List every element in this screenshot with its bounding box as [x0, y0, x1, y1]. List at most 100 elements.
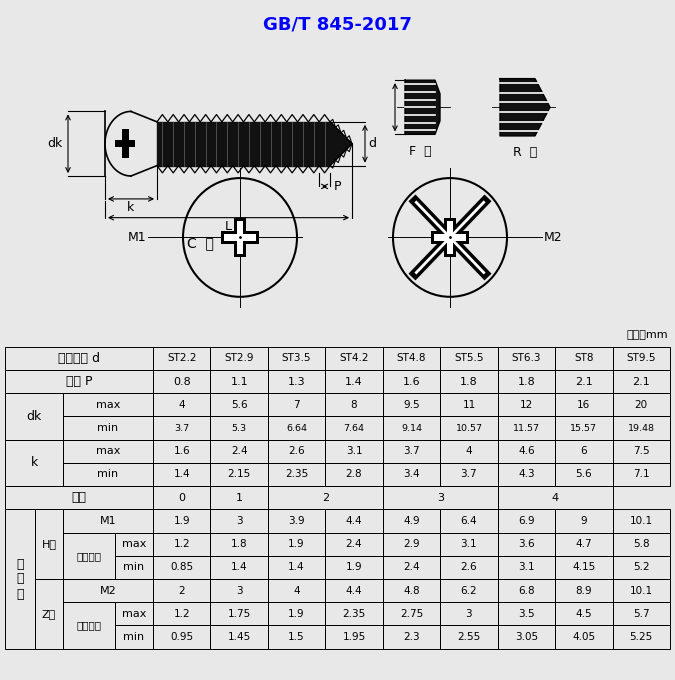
Bar [5, 509, 35, 649]
Bar [268, 602, 325, 626]
Bar [63, 440, 153, 463]
Text: dk: dk [48, 137, 63, 150]
Polygon shape [237, 221, 243, 254]
Polygon shape [434, 235, 466, 241]
Bar [497, 626, 555, 649]
Text: 2.6: 2.6 [460, 562, 477, 573]
Text: max: max [96, 446, 120, 456]
Text: ST4.8: ST4.8 [397, 354, 426, 363]
Text: 1.9: 1.9 [346, 562, 362, 573]
Bar [5, 439, 63, 486]
Text: Z型: Z型 [42, 609, 56, 619]
Text: 3: 3 [466, 609, 472, 619]
Polygon shape [224, 235, 256, 241]
Text: 4.9: 4.9 [403, 516, 420, 526]
Bar [555, 579, 612, 602]
Bar [211, 347, 268, 370]
Text: 5.2: 5.2 [633, 562, 649, 573]
Bar [497, 579, 555, 602]
Polygon shape [405, 80, 440, 135]
Bar [383, 509, 440, 532]
Bar [497, 463, 555, 486]
Bar [383, 347, 440, 370]
Polygon shape [221, 231, 259, 243]
Bar [555, 532, 612, 556]
Text: 十
字
槽: 十 字 槽 [16, 558, 24, 600]
Text: 4.6: 4.6 [518, 446, 535, 456]
Text: 16: 16 [577, 400, 591, 410]
Text: 4.15: 4.15 [572, 562, 595, 573]
Bar [440, 440, 497, 463]
Bar [383, 532, 440, 556]
Text: 2.1: 2.1 [575, 377, 593, 386]
Bar [211, 463, 268, 486]
Bar [63, 393, 153, 416]
Bar [325, 440, 383, 463]
Bar [440, 370, 497, 393]
Text: 1: 1 [236, 493, 243, 503]
Bar [268, 416, 325, 440]
Bar [211, 509, 268, 532]
Polygon shape [330, 122, 352, 166]
Text: 1.4: 1.4 [345, 377, 363, 386]
Text: min: min [97, 423, 119, 433]
Text: max: max [122, 609, 146, 619]
Bar [211, 532, 268, 556]
Bar [153, 509, 211, 532]
Bar [440, 579, 497, 602]
Text: 1.5: 1.5 [288, 632, 305, 642]
Bar [555, 509, 612, 532]
Text: min: min [97, 469, 119, 479]
Bar [63, 416, 153, 440]
Text: ST6.3: ST6.3 [512, 354, 541, 363]
Bar [35, 509, 63, 579]
Text: 6.64: 6.64 [286, 424, 307, 432]
Bar [497, 347, 555, 370]
Text: 4: 4 [551, 493, 559, 503]
Text: 1.75: 1.75 [227, 609, 251, 619]
Text: 5.8: 5.8 [633, 539, 649, 549]
Polygon shape [234, 218, 246, 257]
Text: M1: M1 [100, 516, 116, 526]
Text: 4.8: 4.8 [403, 585, 420, 596]
Text: 12: 12 [520, 400, 533, 410]
Bar [555, 370, 612, 393]
Bar [612, 532, 670, 556]
Text: 15.57: 15.57 [570, 424, 597, 432]
Bar [153, 463, 211, 486]
Bar [325, 509, 383, 532]
Bar [268, 532, 325, 556]
Text: 2.8: 2.8 [346, 469, 362, 479]
Text: 1.4: 1.4 [231, 562, 248, 573]
Polygon shape [157, 122, 330, 166]
Text: 公称直径 d: 公称直径 d [58, 352, 100, 364]
Bar [440, 626, 497, 649]
Bar [268, 486, 383, 509]
Text: 3: 3 [236, 585, 242, 596]
Bar [383, 463, 440, 486]
Bar [612, 463, 670, 486]
Text: ST9.5: ST9.5 [626, 354, 656, 363]
Text: 3.7: 3.7 [403, 446, 420, 456]
Bar [268, 393, 325, 416]
Text: ST3.5: ST3.5 [282, 354, 311, 363]
Bar [440, 556, 497, 579]
Bar [268, 347, 325, 370]
Bar [5, 393, 63, 440]
Bar [325, 347, 383, 370]
Text: 4.4: 4.4 [346, 516, 362, 526]
Bar [211, 602, 268, 626]
Text: 10.1: 10.1 [630, 585, 653, 596]
Bar [153, 532, 211, 556]
Text: 1.6: 1.6 [403, 377, 421, 386]
Text: 5.25: 5.25 [630, 632, 653, 642]
Text: M2: M2 [100, 585, 116, 596]
Bar [612, 626, 670, 649]
Bar [211, 626, 268, 649]
Text: 1.3: 1.3 [288, 377, 305, 386]
Text: 2.9: 2.9 [403, 539, 420, 549]
Bar [325, 532, 383, 556]
Text: 3.4: 3.4 [403, 469, 420, 479]
Polygon shape [447, 221, 453, 254]
Text: 6: 6 [580, 446, 587, 456]
